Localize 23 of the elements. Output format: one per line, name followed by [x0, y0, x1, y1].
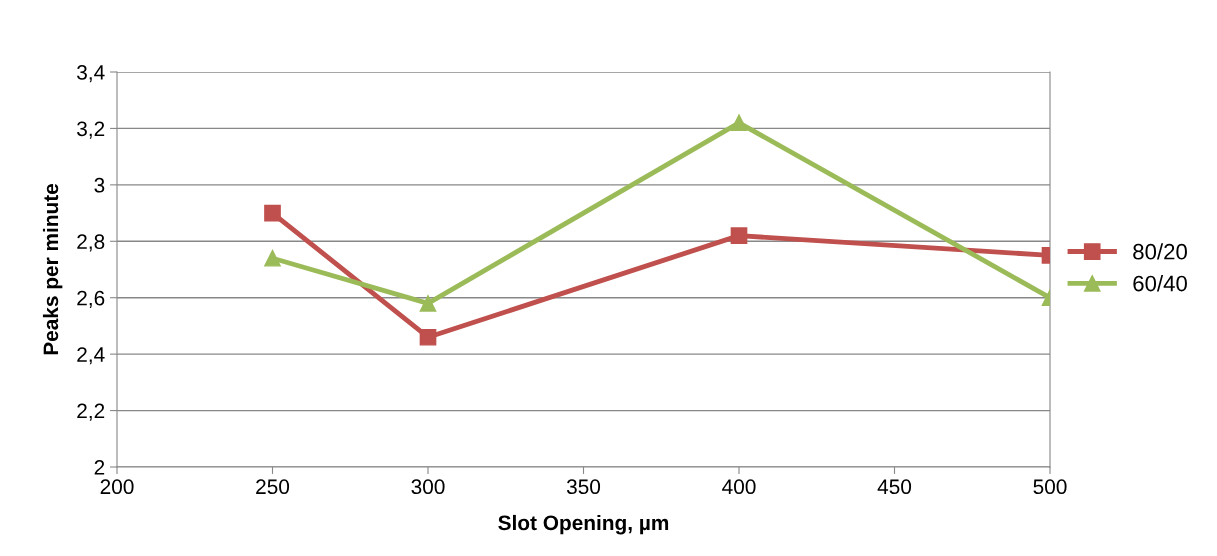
y-tick-label: 2,4	[77, 347, 105, 365]
x-tick-label: 200	[100, 479, 134, 495]
y-tick-label: 3,4	[77, 65, 105, 83]
point	[264, 204, 281, 222]
legend-label: 80/20	[1133, 243, 1187, 260]
y-tick-label: 2,2	[77, 403, 105, 421]
point	[419, 328, 437, 346]
point	[419, 295, 437, 312]
x-axis-title: Slot Opening, µm	[498, 514, 669, 535]
x-tick-label: 350	[566, 479, 601, 495]
y-axis-title: Peaks per minute	[42, 183, 63, 355]
y-tick-label: 2,8	[77, 234, 105, 252]
x-tick-label: 300	[411, 479, 445, 495]
y-tick-label: 3,2	[77, 121, 105, 139]
y-tick-label: 2,6	[77, 290, 105, 308]
y-tick-label: 2	[94, 460, 105, 475]
x-tick-label: 500	[1033, 479, 1067, 495]
legend-label: 60/40	[1133, 275, 1187, 292]
y-tick-label: 3	[94, 177, 105, 193]
point	[264, 249, 281, 267]
x-tick-label: 400	[722, 479, 756, 495]
x-tick-label: 250	[256, 479, 290, 495]
x-tick-label: 450	[877, 479, 912, 495]
